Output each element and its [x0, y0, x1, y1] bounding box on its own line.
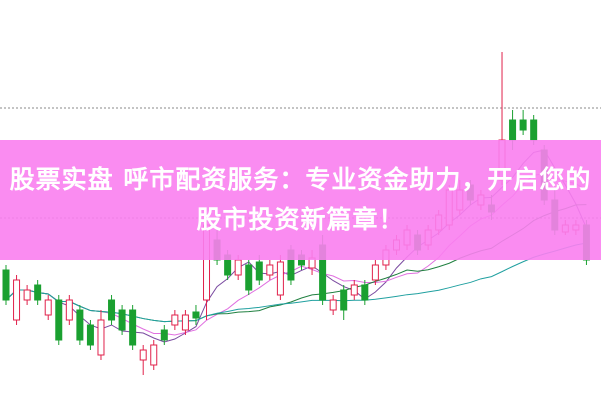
- candle-down: [340, 289, 348, 311]
- candle-down: [76, 309, 84, 341]
- candle-up: [350, 284, 358, 296]
- ma60-line: [5, 242, 587, 323]
- candle-down: [34, 284, 42, 301]
- candle-down: [108, 299, 116, 321]
- candle-up: [150, 344, 158, 366]
- title-line-1: 股票实盘 呼市配资服务：专业资金助力，开启您的: [9, 165, 592, 194]
- candle-up: [234, 259, 242, 276]
- candle-down: [192, 311, 200, 319]
- candle-up: [276, 261, 284, 296]
- candle-up: [97, 319, 105, 356]
- candle-down: [519, 119, 527, 131]
- title-banner: 股票实盘 呼市配资服务：专业资金助力，开启您的 股市投资新篇章！: [0, 140, 601, 260]
- candle-up: [65, 299, 73, 321]
- candle-down: [245, 264, 253, 291]
- candle-up: [44, 299, 52, 316]
- candle-up: [23, 289, 31, 301]
- candle-down: [55, 299, 63, 341]
- candle-up: [13, 279, 21, 321]
- candle-up: [266, 264, 274, 276]
- candle-down: [530, 119, 538, 141]
- title-line-2: 股市投资新篇章！: [196, 205, 405, 234]
- candle-down: [509, 119, 517, 141]
- candle-down: [2, 269, 10, 301]
- candle-down: [361, 284, 369, 301]
- candle-up: [139, 349, 147, 361]
- candle-up: [329, 299, 337, 311]
- candle-up: [371, 264, 379, 281]
- candle-down: [160, 329, 168, 341]
- candle-down: [118, 309, 126, 331]
- candle-up: [171, 314, 179, 326]
- candle-up: [181, 314, 189, 331]
- candle-down: [255, 261, 263, 281]
- candle-down: [86, 324, 94, 346]
- candle-down: [129, 309, 137, 346]
